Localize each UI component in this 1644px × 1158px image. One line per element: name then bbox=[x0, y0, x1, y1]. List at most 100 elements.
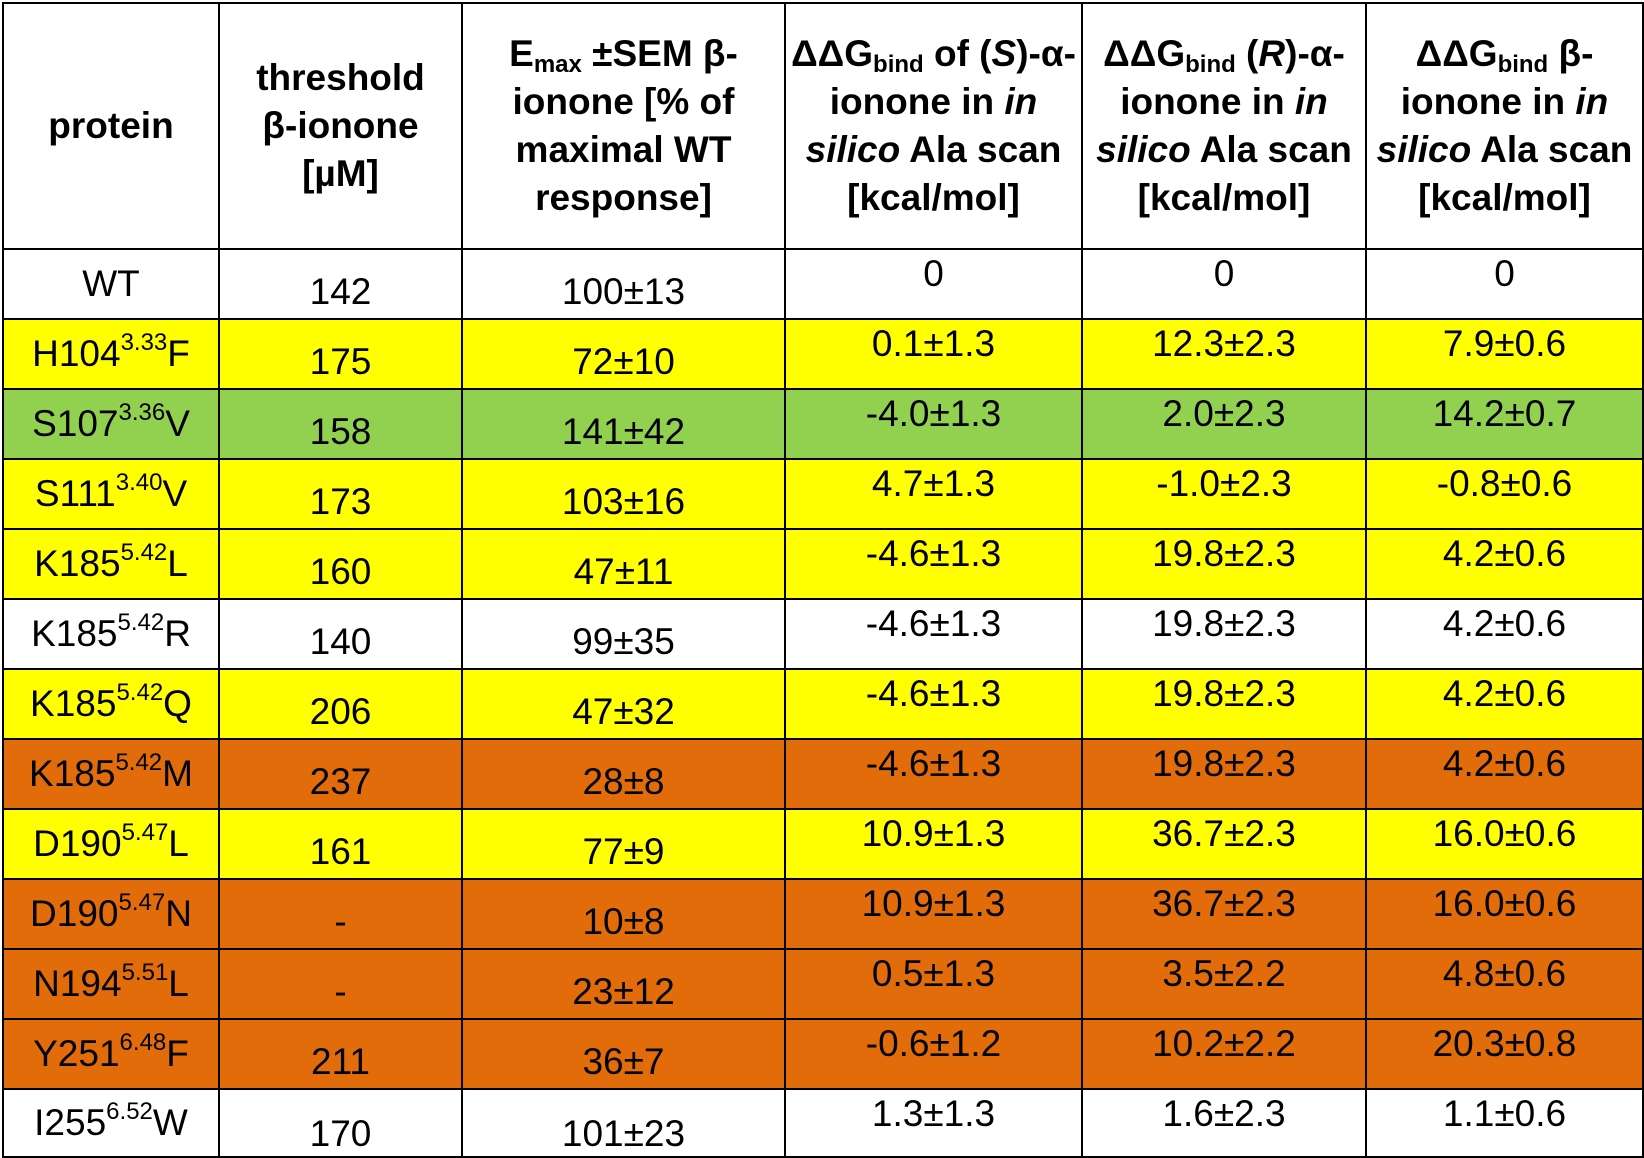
table-row: S1113.40V 173 103±16 4.7±1.3 -1.0±2.3 -0.8±0.… bbox=[2, 458, 1644, 530]
ddg-b-cell: 7.9±0.6 bbox=[1365, 318, 1644, 390]
ddg-r-cell: 19.8±2.3 bbox=[1081, 598, 1367, 670]
emax-cell: 100±13 bbox=[461, 248, 786, 320]
protein-cell: S1073.36V bbox=[2, 388, 220, 460]
table-row: D1905.47N -10±8 10.9±1.3 36.7±2.3 16.0±0.6 bbox=[2, 878, 1644, 950]
protein-cell: S1113.40V bbox=[2, 458, 220, 530]
emax-cell: 23±12 bbox=[461, 948, 786, 1020]
ddg-r-cell: -1.0±2.3 bbox=[1081, 458, 1367, 530]
ddg-s-cell: -4.0±1.3 bbox=[784, 388, 1083, 460]
emax-cell: 77±9 bbox=[461, 808, 786, 880]
header-row: protein threshold β-ionone [µM] Emax ±SEM … bbox=[2, 2, 1644, 250]
table-body: WT 142 100±13 0 0 0 H1043.33F 175 72±10 0.1±1.3 12… bbox=[2, 248, 1644, 1158]
ddg-r-cell: 10.2±2.2 bbox=[1081, 1018, 1367, 1090]
table-row: K1855.42R 140 99±35 -4.6±1.3 19.8±2.3 4.2±0.6 bbox=[2, 598, 1644, 670]
ddg-s-cell: -4.6±1.3 bbox=[784, 738, 1083, 810]
ddg-r-cell: 12.3±2.3 bbox=[1081, 318, 1367, 390]
ddg-b-cell: 4.2±0.6 bbox=[1365, 668, 1644, 740]
ddg-r-cell: 0 bbox=[1081, 248, 1367, 320]
threshold-cell: 175 bbox=[218, 318, 463, 390]
header-protein: protein bbox=[2, 2, 220, 250]
protein-cell: I2556.52W bbox=[2, 1088, 220, 1158]
ddg-b-cell: 0 bbox=[1365, 248, 1644, 320]
protein-cell: N1945.51L bbox=[2, 948, 220, 1020]
ddg-s-cell: 10.9±1.3 bbox=[784, 878, 1083, 950]
ddg-s-cell: -4.6±1.3 bbox=[784, 528, 1083, 600]
header-ddg-beta-ionone: ΔΔGbind β-ionone in in silico Ala scan [… bbox=[1365, 2, 1644, 250]
threshold-cell: 161 bbox=[218, 808, 463, 880]
threshold-cell: 206 bbox=[218, 668, 463, 740]
protein-cell: WT bbox=[2, 248, 220, 320]
ddg-r-cell: 1.6±2.3 bbox=[1081, 1088, 1367, 1158]
ddg-b-cell: -0.8±0.6 bbox=[1365, 458, 1644, 530]
ddg-b-cell: 16.0±0.6 bbox=[1365, 808, 1644, 880]
protein-cell: K1855.42L bbox=[2, 528, 220, 600]
protein-cell: K1855.42R bbox=[2, 598, 220, 670]
ddg-r-cell: 36.7±2.3 bbox=[1081, 808, 1367, 880]
threshold-cell: 211 bbox=[218, 1018, 463, 1090]
threshold-cell: 142 bbox=[218, 248, 463, 320]
ddg-r-cell: 19.8±2.3 bbox=[1081, 668, 1367, 740]
threshold-cell: - bbox=[218, 878, 463, 950]
threshold-cell: 237 bbox=[218, 738, 463, 810]
table-row: K1855.42L 160 47±11 -4.6±1.3 19.8±2.3 4.2±0.6 bbox=[2, 528, 1644, 600]
protein-cell: Y2516.48F bbox=[2, 1018, 220, 1090]
threshold-cell: - bbox=[218, 948, 463, 1020]
ddg-s-cell: -4.6±1.3 bbox=[784, 668, 1083, 740]
ddg-s-cell: -4.6±1.3 bbox=[784, 598, 1083, 670]
ddg-s-cell: -0.6±1.2 bbox=[784, 1018, 1083, 1090]
table-row: Y2516.48F 211 36±7 -0.6±1.2 10.2±2.2 20.3±0.8 bbox=[2, 1018, 1644, 1090]
ddg-r-cell: 3.5±2.2 bbox=[1081, 948, 1367, 1020]
table-row: K1855.42M 237 28±8 -4.6±1.3 19.8±2.3 4.2±0.6 bbox=[2, 738, 1644, 810]
protein-cell: D1905.47L bbox=[2, 808, 220, 880]
emax-cell: 47±32 bbox=[461, 668, 786, 740]
threshold-cell: 170 bbox=[218, 1088, 463, 1158]
emax-cell: 99±35 bbox=[461, 598, 786, 670]
threshold-cell: 140 bbox=[218, 598, 463, 670]
emax-cell: 10±8 bbox=[461, 878, 786, 950]
protein-cell: H1043.33F bbox=[2, 318, 220, 390]
table-row: I2556.52W 170 101±23 1.3±1.3 1.6±2.3 1.1±0.6 bbox=[2, 1088, 1644, 1158]
ddg-r-cell: 19.8±2.3 bbox=[1081, 528, 1367, 600]
ddg-s-cell: 0.5±1.3 bbox=[784, 948, 1083, 1020]
ddg-b-cell: 14.2±0.7 bbox=[1365, 388, 1644, 460]
threshold-cell: 158 bbox=[218, 388, 463, 460]
table-row: S1073.36V 158 141±42 -4.0±1.3 2.0±2.3 14.2±0.… bbox=[2, 388, 1644, 460]
header-ddg-s-alpha-ionone: ΔΔGbind of (S)-α-ionone in in silico Ala… bbox=[784, 2, 1083, 250]
header-emax: Emax ±SEM β-ionone [% of maximal WT resp… bbox=[461, 2, 786, 250]
emax-cell: 72±10 bbox=[461, 318, 786, 390]
table-row: K1855.42Q 206 47±32 -4.6±1.3 19.8±2.3 4.2±0.6 bbox=[2, 668, 1644, 740]
ddg-b-cell: 4.8±0.6 bbox=[1365, 948, 1644, 1020]
emax-cell: 101±23 bbox=[461, 1088, 786, 1158]
protein-cell: D1905.47N bbox=[2, 878, 220, 950]
threshold-cell: 173 bbox=[218, 458, 463, 530]
table-row: N1945.51L -23±12 0.5±1.3 3.5±2.2 4.8±0.6 bbox=[2, 948, 1644, 1020]
emax-cell: 103±16 bbox=[461, 458, 786, 530]
emax-cell: 141±42 bbox=[461, 388, 786, 460]
protein-cell: K1855.42Q bbox=[2, 668, 220, 740]
table-row: WT 142 100±13 0 0 0 bbox=[2, 248, 1644, 320]
ddg-s-cell: 1.3±1.3 bbox=[784, 1088, 1083, 1158]
ddg-r-cell: 2.0±2.3 bbox=[1081, 388, 1367, 460]
ddg-r-cell: 36.7±2.3 bbox=[1081, 878, 1367, 950]
table-row: H1043.33F 175 72±10 0.1±1.3 12.3±2.3 7.9±0.6 bbox=[2, 318, 1644, 390]
ddg-b-cell: 16.0±0.6 bbox=[1365, 878, 1644, 950]
table-row: D1905.47L 161 77±9 10.9±1.3 36.7±2.3 16.0±0.6 bbox=[2, 808, 1644, 880]
protein-cell: K1855.42M bbox=[2, 738, 220, 810]
ddg-b-cell: 1.1±0.6 bbox=[1365, 1088, 1644, 1158]
ddg-s-cell: 10.9±1.3 bbox=[784, 808, 1083, 880]
ddg-r-cell: 19.8±2.3 bbox=[1081, 738, 1367, 810]
ddg-b-cell: 20.3±0.8 bbox=[1365, 1018, 1644, 1090]
emax-cell: 47±11 bbox=[461, 528, 786, 600]
ddg-s-cell: 0.1±1.3 bbox=[784, 318, 1083, 390]
header-ddg-r-alpha-ionone: ΔΔGbind (R)-α-ionone in in silico Ala sc… bbox=[1081, 2, 1367, 250]
threshold-cell: 160 bbox=[218, 528, 463, 600]
header-threshold: threshold β-ionone [µM] bbox=[218, 2, 463, 250]
ddg-b-cell: 4.2±0.6 bbox=[1365, 738, 1644, 810]
ddg-s-cell: 4.7±1.3 bbox=[784, 458, 1083, 530]
ddg-b-cell: 4.2±0.6 bbox=[1365, 598, 1644, 670]
ddg-s-cell: 0 bbox=[784, 248, 1083, 320]
emax-cell: 28±8 bbox=[461, 738, 786, 810]
emax-cell: 36±7 bbox=[461, 1018, 786, 1090]
ddg-b-cell: 4.2±0.6 bbox=[1365, 528, 1644, 600]
